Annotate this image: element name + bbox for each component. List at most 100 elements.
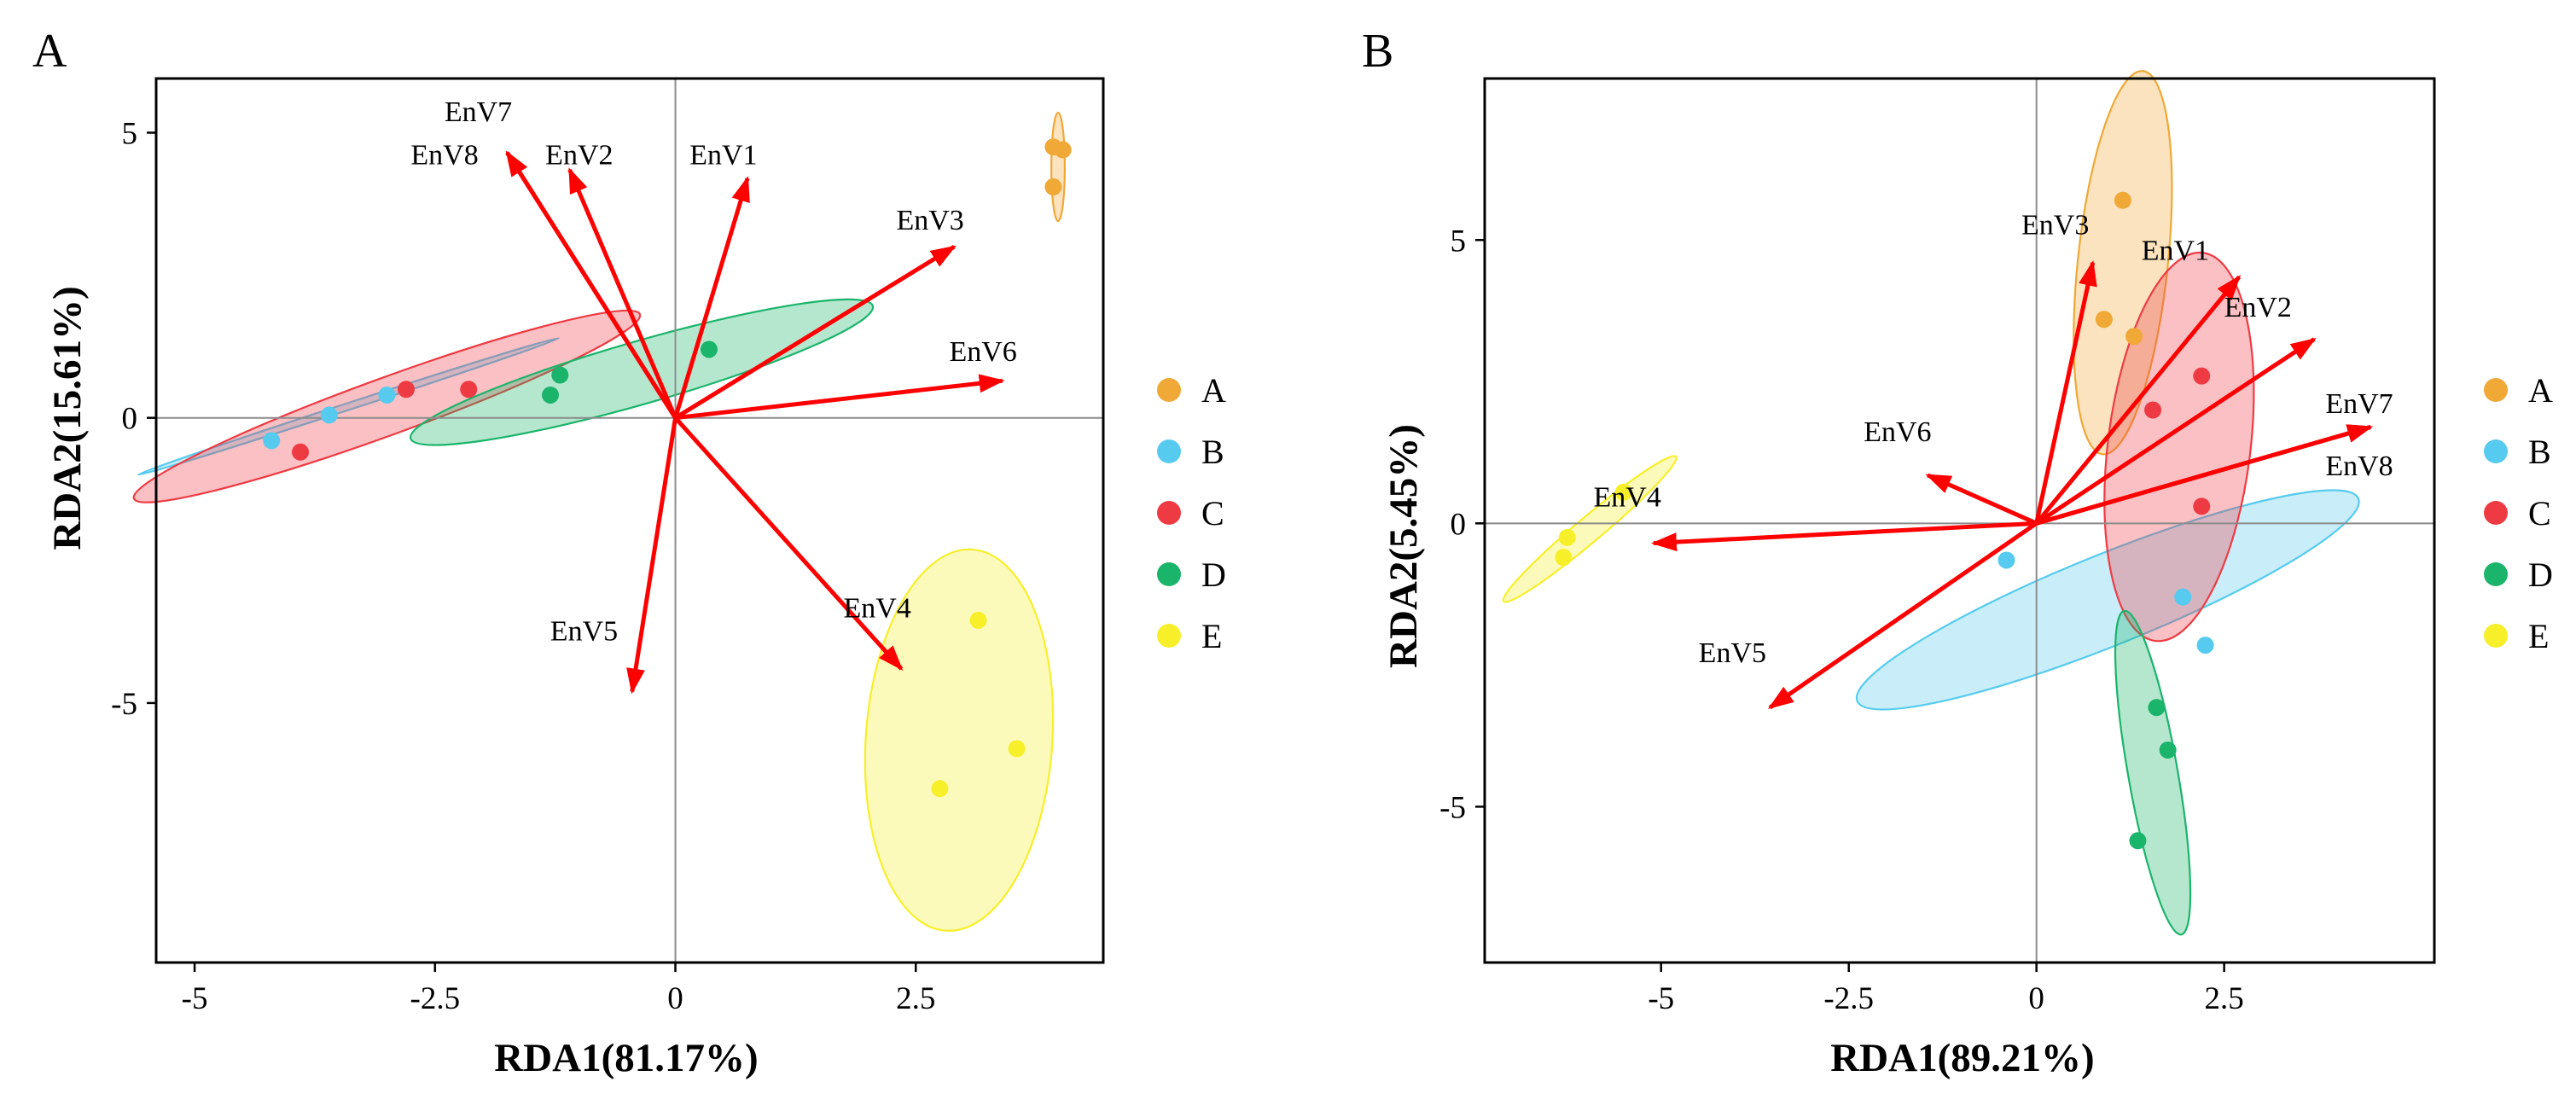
x-axis-title: RDA1(81.17%) bbox=[494, 1036, 758, 1080]
point-c-1 bbox=[292, 443, 310, 461]
ellipse-group-d bbox=[2114, 609, 2192, 936]
point-c-3 bbox=[2193, 497, 2211, 515]
legend-marker-e bbox=[1157, 624, 1181, 648]
arrow-env3 bbox=[674, 245, 957, 420]
point-c-2 bbox=[2193, 367, 2211, 385]
point-e-2 bbox=[1008, 740, 1026, 758]
ellipse-group-d bbox=[409, 298, 875, 446]
point-d-1 bbox=[2148, 699, 2166, 717]
plot-frame bbox=[1483, 77, 2436, 964]
arrow-env5 bbox=[626, 417, 677, 695]
point-e-1 bbox=[969, 611, 987, 629]
legend-marker-b bbox=[2484, 439, 2508, 463]
point-d-2 bbox=[551, 366, 569, 384]
x-tick-label: 2.5 bbox=[2205, 981, 2244, 1016]
ellipse-group-a bbox=[2073, 70, 2173, 456]
legend-marker-d bbox=[1157, 562, 1181, 586]
y-tick-label: 0 bbox=[122, 402, 138, 437]
arrow-label-env6: EnV6 bbox=[1864, 416, 1931, 448]
x-tick-label: -2.5 bbox=[410, 981, 461, 1016]
point-b-1 bbox=[263, 432, 281, 450]
point-d-3 bbox=[700, 340, 718, 358]
arrow-label-env7: EnV7 bbox=[445, 96, 512, 128]
arrow-env8 bbox=[2035, 424, 2374, 526]
legend-marker-e bbox=[2484, 624, 2508, 648]
y-tick-label: -5 bbox=[1439, 790, 1466, 825]
arrow-label-env1: EnV1 bbox=[689, 139, 757, 171]
legend-label-e: E bbox=[2528, 617, 2549, 655]
y-tick-label: 5 bbox=[122, 116, 138, 151]
point-d-1 bbox=[542, 386, 560, 404]
x-axis-title: RDA1(89.21%) bbox=[1830, 1036, 2094, 1080]
arrow-env5 bbox=[1767, 521, 2038, 710]
point-c-2 bbox=[397, 381, 415, 398]
point-e-1 bbox=[1614, 483, 1632, 501]
arrow-env8 bbox=[505, 150, 677, 420]
legend-marker-c bbox=[2484, 501, 2508, 525]
point-b-3 bbox=[378, 386, 396, 404]
arrow-label-env2: EnV2 bbox=[2224, 292, 2292, 323]
x-tick-label: -5 bbox=[1648, 981, 1674, 1016]
point-b-2 bbox=[2174, 588, 2192, 606]
arrow-label-env8: EnV8 bbox=[410, 139, 478, 171]
panel-label-b: B bbox=[1362, 25, 1393, 78]
arrow-env4 bbox=[673, 416, 904, 672]
arrow-env2 bbox=[2035, 337, 2317, 526]
y-axis-title: RDA2(15.61%) bbox=[45, 286, 90, 550]
ellipse-group-e bbox=[864, 548, 1055, 932]
point-e-2 bbox=[1558, 528, 1576, 546]
arrow-env2 bbox=[567, 167, 677, 419]
x-tick-label: -2.5 bbox=[1823, 981, 1874, 1016]
panel-label-a: A bbox=[32, 25, 67, 78]
arrow-label-env8: EnV8 bbox=[2325, 451, 2393, 482]
x-tick-label: 2.5 bbox=[896, 981, 935, 1016]
y-tick-label: -5 bbox=[111, 687, 137, 722]
legend-marker-c bbox=[1157, 501, 1181, 525]
ellipse-group-a bbox=[1050, 112, 1067, 223]
arrow-label-env7: EnV7 bbox=[2325, 388, 2393, 420]
ellipse-group-c bbox=[132, 309, 642, 503]
legend-label-e: E bbox=[1201, 617, 1222, 655]
point-c-1 bbox=[2144, 401, 2162, 419]
panel-b: B EnV3 EnV1 EnV2 EnV7 EnV8 EnV6 EnV4 EnV5 -5 -2.… bbox=[1362, 25, 2553, 1080]
arrow-label-env4: EnV4 bbox=[844, 593, 911, 625]
point-a-2 bbox=[1054, 141, 1072, 159]
y-axis-title: RDA2(5.45%) bbox=[1381, 424, 1426, 668]
arrow-env3 bbox=[2034, 259, 2097, 524]
arrow-label-env5: EnV5 bbox=[550, 615, 618, 647]
legend-label-b: B bbox=[2528, 433, 2551, 471]
point-d-2 bbox=[2159, 741, 2177, 759]
arrow-label-env2: EnV2 bbox=[545, 139, 613, 171]
legend-label-b: B bbox=[1201, 433, 1224, 471]
arrow-label-env4: EnV4 bbox=[1594, 481, 1661, 513]
arrow-env1 bbox=[2034, 275, 2242, 525]
legend-marker-a bbox=[1157, 378, 1181, 402]
legend-label-c: C bbox=[2528, 494, 2551, 532]
y-tick-label: 5 bbox=[1451, 224, 1467, 259]
x-tick-label: 0 bbox=[667, 981, 683, 1016]
point-a-1 bbox=[2114, 191, 2131, 209]
point-e-3 bbox=[1555, 549, 1573, 567]
legend-label-c: C bbox=[1201, 494, 1224, 532]
x-tick-label: -5 bbox=[182, 981, 208, 1016]
legend-label-d: D bbox=[1201, 556, 1226, 594]
legend-marker-a bbox=[2484, 378, 2508, 402]
ellipse-group-b bbox=[137, 337, 560, 476]
arrow-label-env3: EnV3 bbox=[2021, 210, 2089, 241]
legend-label-d: D bbox=[2528, 556, 2553, 594]
arrow-env4 bbox=[1650, 521, 2037, 552]
plot-frame bbox=[154, 77, 1105, 964]
legend-marker-b bbox=[1157, 439, 1181, 463]
arrow-label-env6: EnV6 bbox=[949, 336, 1016, 368]
point-a-3 bbox=[2125, 328, 2143, 346]
ellipse-group-b bbox=[1855, 489, 2360, 711]
panel-a: A EnV1 EnV2 EnV7 EnV8 EnV3 EnV6 EnV4 EnV5 -5 -2.… bbox=[32, 25, 1226, 1080]
point-c-3 bbox=[460, 381, 478, 398]
legend-label-a: A bbox=[1201, 371, 1226, 410]
x-tick-label: 0 bbox=[2028, 981, 2044, 1016]
point-a-2 bbox=[2095, 311, 2113, 329]
arrow-env1 bbox=[673, 176, 750, 419]
point-d-3 bbox=[2129, 832, 2147, 850]
y-tick-label: 0 bbox=[1451, 507, 1467, 542]
